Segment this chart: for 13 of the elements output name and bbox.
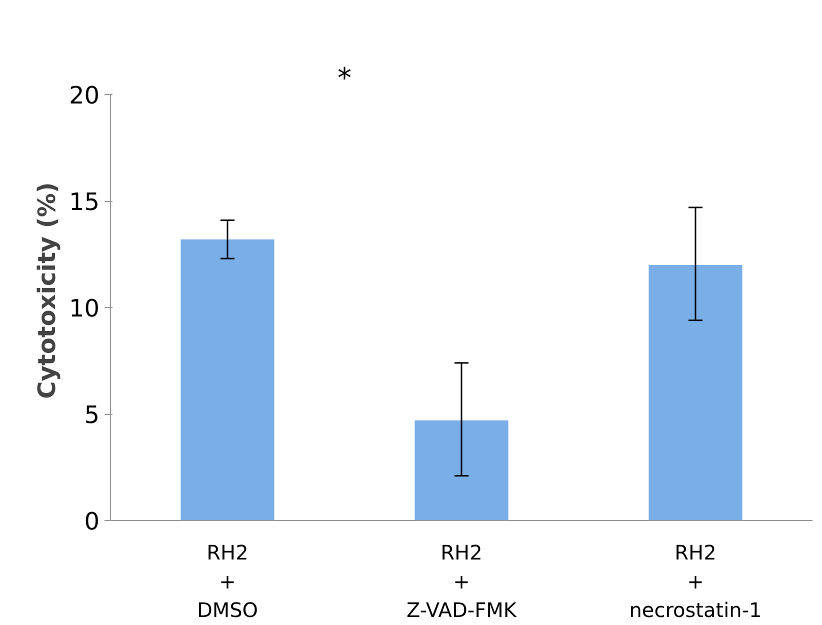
x-tick-label: RH2 + necrostatin-1	[629, 540, 762, 622]
y-tick-label: 0	[84, 508, 100, 536]
bar	[414, 420, 508, 520]
y-tick-label: 20	[68, 82, 100, 110]
y-tick-label: 15	[68, 188, 100, 216]
x-tick-label: RH2 + DMSO	[196, 540, 258, 622]
text: *	[338, 62, 352, 95]
y-axis-title: Cytotoxicity (%)	[32, 182, 61, 399]
bar	[648, 264, 742, 520]
y-tick-label: 5	[84, 401, 100, 430]
bar	[180, 239, 274, 520]
x-tick-label: RH2 + Z-VAD-FMK	[406, 540, 518, 622]
y-tick-label: 10	[68, 294, 100, 323]
